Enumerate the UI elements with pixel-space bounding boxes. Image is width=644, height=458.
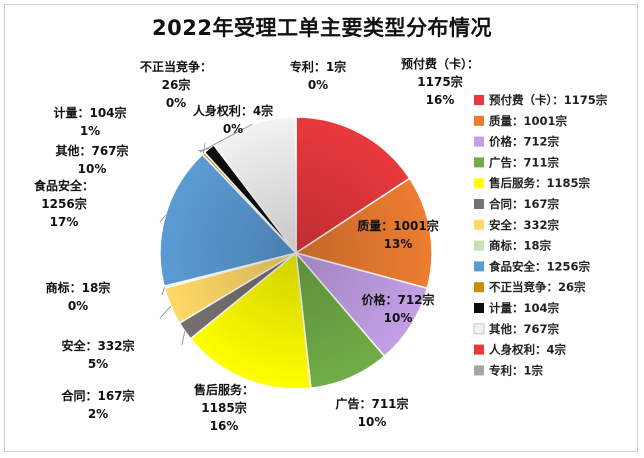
legend-label-8: 食品安全：1256宗 — [489, 259, 591, 273]
legend-label-10: 计量：104宗 — [489, 301, 560, 315]
data-label-8: 食品安全： 1256宗 17% — [33, 178, 94, 229]
legend: 预付费（卡）：1175宗质量：1001宗价格：712宗广告：711宗售后服务：1… — [473, 93, 608, 377]
legend-label-2: 价格：712宗 — [489, 135, 560, 149]
legend-swatch-7 — [474, 240, 484, 251]
legend-swatch-3 — [474, 157, 484, 168]
legend-swatch-4 — [474, 178, 484, 189]
legend-swatch-8 — [474, 261, 484, 272]
chart-title: 2022年受理工单主要类型分布情况 — [152, 16, 492, 40]
leader-line-9 — [203, 142, 206, 154]
pie-slices — [159, 116, 433, 390]
leader-line-5 — [181, 331, 186, 346]
legend-label-9: 不正当竞争：26宗 — [489, 280, 586, 294]
data-labels: 预付费（卡）： 1175宗 16% 质量：1001宗 13% 价格：712宗 10% 广告：7… — [33, 56, 479, 433]
data-label-3: 广告：711宗 10% — [335, 396, 408, 429]
legend-swatch-13 — [474, 365, 484, 376]
leader-lines — [159, 123, 253, 346]
legend-swatch-11 — [473, 323, 485, 335]
data-label-1: 质量：1001宗 13% — [357, 218, 438, 251]
legend-label-5: 合同：167宗 — [489, 197, 560, 211]
legend-label-0: 预付费（卡）：1175宗 — [489, 93, 608, 107]
legend-label-11: 其他：767宗 — [489, 322, 560, 336]
legend-swatch-2 — [474, 136, 484, 147]
leader-line-11 — [199, 123, 253, 153]
legend-label-12: 人身权利：4宗 — [489, 343, 567, 357]
data-label-2: 价格：712宗 10% — [361, 292, 434, 325]
leader-line-8 — [159, 214, 166, 223]
data-label-11: 其他：767宗 10% — [55, 143, 128, 176]
legend-label-1: 质量：1001宗 — [489, 114, 568, 128]
legend-label-13: 专利：1宗 — [489, 363, 544, 377]
legend-label-4: 售后服务：1185宗 — [488, 176, 591, 190]
legend-swatch-10 — [474, 303, 484, 313]
data-label-0: 预付费（卡）： 1175宗 16% — [401, 56, 479, 107]
data-label-12: 人身权利：4宗 0% — [193, 103, 273, 136]
legend-label-7: 商标：18宗 — [489, 239, 552, 253]
data-label-7: 商标：18宗 0% — [46, 280, 111, 313]
legend-swatch-1 — [474, 115, 484, 126]
legend-label-3: 广告：711宗 — [489, 155, 560, 169]
legend-swatch-5 — [474, 199, 484, 209]
leader-line-6 — [159, 305, 172, 319]
legend-label-6: 安全：332宗 — [489, 218, 560, 232]
legend-swatch-12 — [474, 344, 484, 355]
data-label-9: 不正当竞争： 26宗 0% — [140, 59, 212, 110]
data-label-13: 专利：1宗 0% — [290, 59, 346, 92]
legend-swatch-9 — [474, 282, 484, 293]
data-label-5: 合同：167宗 2% — [61, 388, 134, 421]
data-label-4: 售后服务： 1185宗 16% — [194, 382, 254, 433]
legend-swatch-0 — [474, 95, 484, 105]
data-label-6: 安全：332宗 5% — [61, 338, 134, 371]
leader-line-7 — [161, 287, 165, 296]
data-label-10: 计量：104宗 1% — [53, 105, 126, 138]
legend-swatch-6 — [474, 219, 484, 230]
